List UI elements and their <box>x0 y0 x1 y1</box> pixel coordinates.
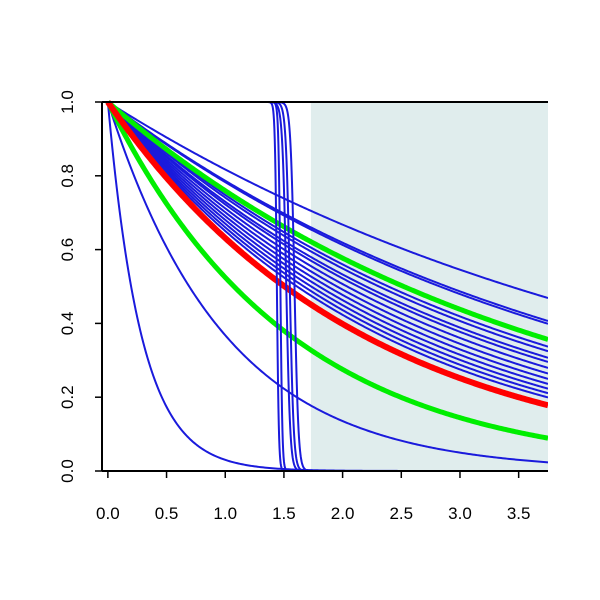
x-tick-label: 3.0 <box>448 504 472 523</box>
series-line-green-16 <box>106 100 548 342</box>
y-tick-label: 0.2 <box>58 385 77 409</box>
series-line-blue-14 <box>106 101 548 464</box>
x-tick-label: 1.5 <box>272 504 296 523</box>
series-line-blue-9 <box>107 101 548 380</box>
series-line-blue-4 <box>107 101 548 353</box>
series-line-red-18 <box>105 100 548 409</box>
series-line-blue-12 <box>107 101 548 395</box>
series-line-blue-6 <box>107 101 548 363</box>
series-line-blue-13 <box>107 101 548 399</box>
axes <box>101 101 548 472</box>
x-tick-label: 3.5 <box>507 504 531 523</box>
series-line-blue-2 <box>107 101 548 325</box>
y-tick-label: 0.4 <box>58 312 77 336</box>
ticks: 0.0 0.5 1.0 1.5 2.0 2.5 3.0 3.5 0.0 0.2 0.4 0.6 0.8 1… <box>58 90 530 523</box>
y-tick-label: 1.0 <box>58 90 77 114</box>
series-line-green-17 <box>105 100 548 441</box>
x-tick-label: 2.5 <box>389 504 413 523</box>
series-line-blue-5 <box>107 101 548 359</box>
series-line-blue-8 <box>107 101 548 375</box>
series-line-blue-10 <box>107 101 548 385</box>
y-tick-label: 0.0 <box>58 459 77 483</box>
x-tick-label: 0.5 <box>155 504 179 523</box>
x-tick-label: 0.0 <box>96 504 120 523</box>
x-tick-label: 1.0 <box>213 504 237 523</box>
series-line-blue-7 <box>107 101 548 369</box>
x-tick-label: 2.0 <box>331 504 355 523</box>
y-tick-label: 0.8 <box>58 164 77 188</box>
y-tick-label: 0.6 <box>58 238 77 262</box>
series-line-blue-11 <box>107 101 548 390</box>
series-line-blue-0 <box>107 101 548 299</box>
